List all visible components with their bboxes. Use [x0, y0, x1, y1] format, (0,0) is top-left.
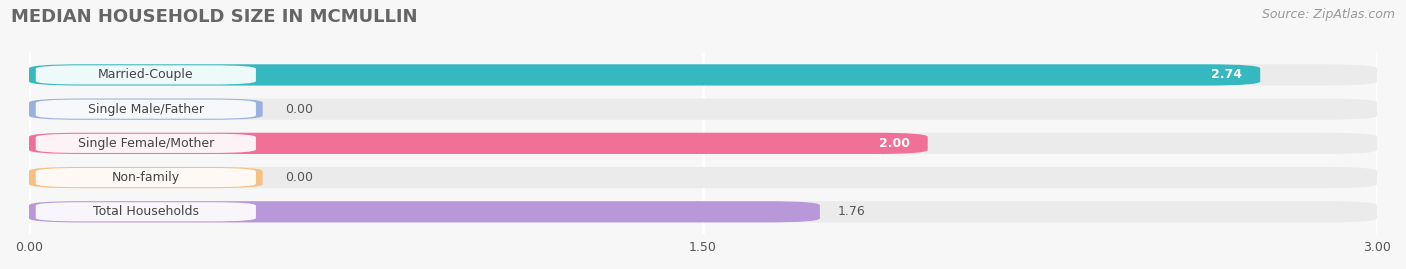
Text: Total Households: Total Households	[93, 205, 198, 218]
FancyBboxPatch shape	[30, 201, 820, 222]
FancyBboxPatch shape	[35, 134, 256, 153]
FancyBboxPatch shape	[30, 64, 1376, 86]
FancyBboxPatch shape	[30, 167, 263, 188]
FancyBboxPatch shape	[35, 168, 256, 187]
FancyBboxPatch shape	[30, 201, 1376, 222]
Text: Married-Couple: Married-Couple	[98, 68, 194, 82]
FancyBboxPatch shape	[30, 133, 1376, 154]
FancyBboxPatch shape	[30, 98, 1376, 120]
FancyBboxPatch shape	[30, 64, 1260, 86]
FancyBboxPatch shape	[35, 202, 256, 221]
Text: 2.00: 2.00	[879, 137, 910, 150]
FancyBboxPatch shape	[30, 98, 263, 120]
FancyBboxPatch shape	[35, 65, 256, 84]
FancyBboxPatch shape	[30, 167, 1376, 188]
Text: Source: ZipAtlas.com: Source: ZipAtlas.com	[1261, 8, 1395, 21]
Text: Non-family: Non-family	[111, 171, 180, 184]
Text: Single Female/Mother: Single Female/Mother	[77, 137, 214, 150]
Text: Single Male/Father: Single Male/Father	[87, 103, 204, 116]
FancyBboxPatch shape	[30, 133, 928, 154]
Text: 2.74: 2.74	[1211, 68, 1243, 82]
Text: MEDIAN HOUSEHOLD SIZE IN MCMULLIN: MEDIAN HOUSEHOLD SIZE IN MCMULLIN	[11, 8, 418, 26]
Text: 1.76: 1.76	[838, 205, 866, 218]
FancyBboxPatch shape	[35, 100, 256, 119]
Text: 0.00: 0.00	[285, 103, 314, 116]
Text: 0.00: 0.00	[285, 171, 314, 184]
